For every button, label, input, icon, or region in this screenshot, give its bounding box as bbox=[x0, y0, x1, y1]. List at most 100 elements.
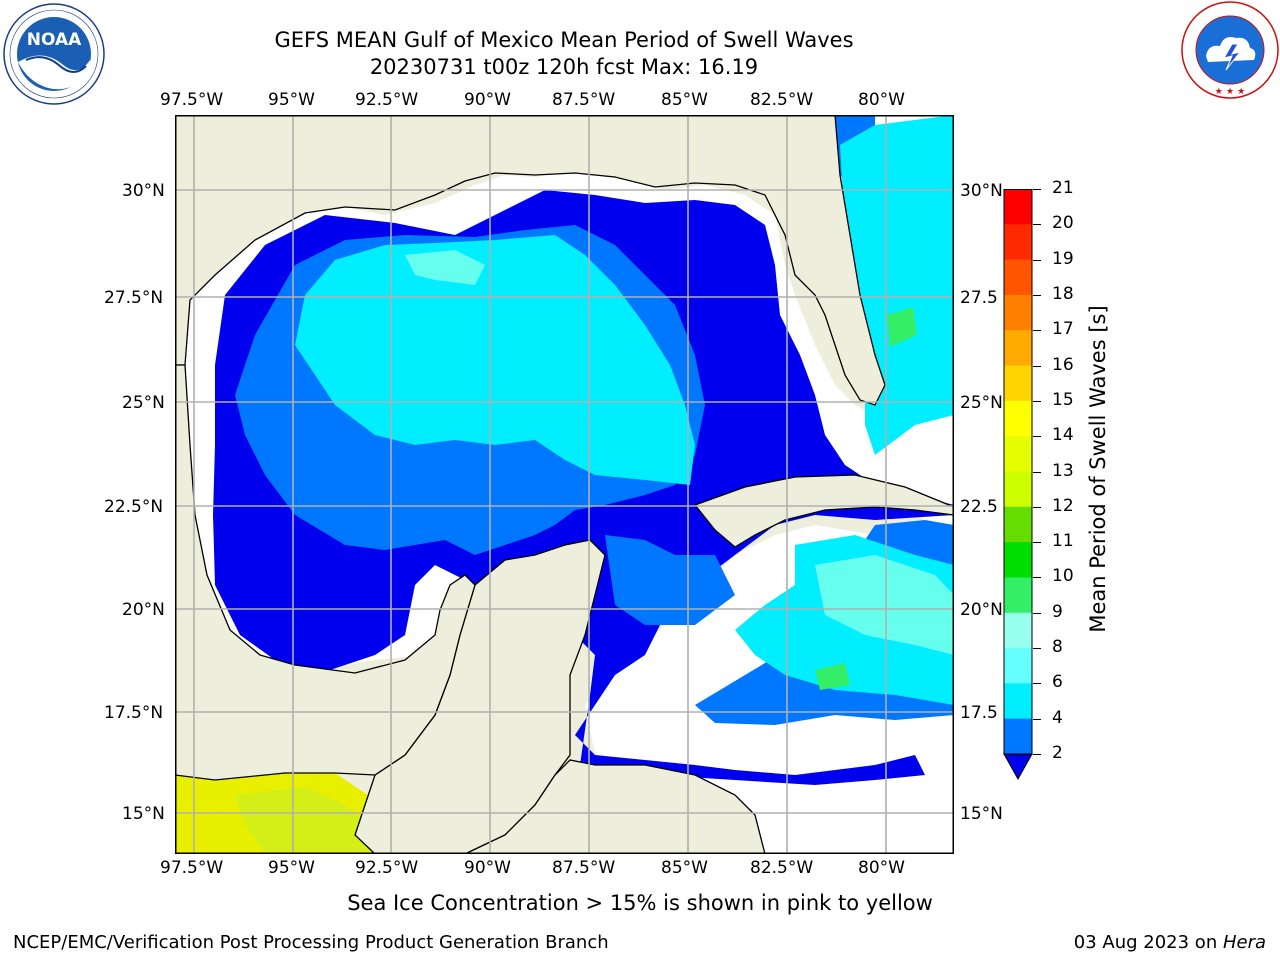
us-coast bbox=[174, 114, 886, 406]
colorbar-tick-mark bbox=[1033, 754, 1041, 755]
colorbar-band bbox=[1004, 577, 1032, 614]
colorbar-tick-label: 15 bbox=[1052, 389, 1074, 410]
colorbar-band bbox=[1004, 400, 1032, 437]
lon-label: 97.5°W bbox=[160, 90, 224, 110]
lat-label: 30°N bbox=[122, 181, 165, 201]
chart-title: GEFS MEAN Gulf of Mexico Mean Period of … bbox=[274, 28, 854, 52]
colorbar-tick-mark bbox=[1033, 294, 1041, 296]
colorbar-tick-mark bbox=[1033, 542, 1041, 544]
lat-label: 27.5 bbox=[960, 288, 998, 308]
map-frame bbox=[175, 115, 954, 854]
colorbar-band bbox=[1004, 259, 1032, 296]
lat-label: 25°N bbox=[960, 393, 1003, 413]
colorbar-tick-mark bbox=[1033, 224, 1041, 226]
sea-ice-note: Sea Ice Concentration > 15% is shown in … bbox=[347, 891, 933, 915]
colorbar-band bbox=[1004, 224, 1032, 261]
lon-label: 82.5°W bbox=[750, 858, 814, 878]
gulf-map bbox=[174, 114, 955, 855]
colorbar-band bbox=[1004, 436, 1032, 472]
lat-label: 25°N bbox=[122, 393, 165, 413]
colorbar-tick-mark bbox=[1033, 330, 1041, 332]
colorbar-tick-mark bbox=[1033, 471, 1041, 473]
colorbar-band bbox=[1004, 189, 1032, 225]
lon-label: 85°W bbox=[661, 90, 708, 110]
colorbar-band bbox=[1004, 330, 1032, 367]
mexico-coast bbox=[174, 364, 476, 781]
lat-label: 30°N bbox=[960, 181, 1003, 201]
lat-label: 15°N bbox=[122, 804, 165, 824]
colorbar-frame bbox=[1003, 189, 1033, 755]
footer-machine: Hera bbox=[1222, 932, 1266, 953]
colorbar-tick-mark bbox=[1033, 718, 1041, 720]
colorbar-tick-label: 11 bbox=[1052, 531, 1074, 552]
colorbar-svg bbox=[1003, 189, 1033, 781]
colorbar-band bbox=[1004, 718, 1032, 755]
colorbar-tick-label: 19 bbox=[1052, 248, 1074, 269]
lon-label: 85°W bbox=[661, 858, 708, 878]
colorbar-tick-label: 6 bbox=[1052, 672, 1063, 693]
lon-label: 95°W bbox=[268, 858, 315, 878]
colorbar-band bbox=[1004, 542, 1032, 578]
noaa-logo: NOAA bbox=[2, 2, 106, 106]
colorbar-band bbox=[1004, 365, 1032, 402]
nws-logo: ★ ★ ★ bbox=[1178, 0, 1280, 100]
footer-date-text: 03 Aug 2023 on bbox=[1073, 932, 1223, 953]
gridlines bbox=[175, 115, 954, 854]
lon-label: 87.5°W bbox=[552, 90, 616, 110]
colorbar-tick-mark bbox=[1033, 189, 1041, 190]
cuba-land bbox=[693, 474, 955, 548]
colorbar-tick-label: 4 bbox=[1052, 707, 1063, 728]
colorbar-tick-mark bbox=[1033, 612, 1041, 614]
lat-label: 17.5°N bbox=[104, 703, 164, 723]
colorbar-band bbox=[1004, 294, 1032, 331]
lon-label: 80°W bbox=[858, 858, 905, 878]
colorbar-tick-mark bbox=[1033, 259, 1041, 261]
lat-label: 20°N bbox=[122, 600, 165, 620]
colorbar-tick-label: 16 bbox=[1052, 354, 1074, 375]
colorbar-tick-label: 13 bbox=[1052, 460, 1074, 481]
lon-label: 97.5°W bbox=[160, 858, 224, 878]
noaa-logo-text: NOAA bbox=[27, 30, 82, 50]
lat-label: 17.5 bbox=[960, 703, 998, 723]
colorbar-tick-mark bbox=[1033, 400, 1041, 402]
colorbar-tick-mark bbox=[1033, 436, 1041, 438]
colorbar-tick-mark bbox=[1033, 365, 1041, 367]
colorbar-band bbox=[1004, 506, 1032, 543]
colorbar bbox=[1003, 189, 1033, 781]
contour-9s-carib bbox=[815, 663, 850, 690]
colorbar-tick-label: 2 bbox=[1052, 743, 1063, 763]
lon-label: 90°W bbox=[464, 90, 511, 110]
lon-label: 87.5°W bbox=[552, 858, 616, 878]
chart-subtitle: 20230731 t00z 120h fcst Max: 16.19 bbox=[369, 55, 759, 79]
lat-label: 15°N bbox=[960, 804, 1003, 824]
colorbar-band bbox=[1004, 683, 1032, 720]
central-america bbox=[464, 759, 766, 855]
map-panel bbox=[174, 114, 955, 855]
colorbar-tick-label: 17 bbox=[1052, 319, 1074, 340]
colorbar-tick-label: 21 bbox=[1052, 178, 1074, 198]
lat-label: 27.5°N bbox=[104, 288, 164, 308]
colorbar-tick-label: 10 bbox=[1052, 566, 1074, 587]
colorbar-band bbox=[1004, 612, 1032, 649]
svg-text:★ ★ ★: ★ ★ ★ bbox=[1215, 87, 1245, 97]
contour-8s bbox=[405, 250, 485, 285]
colorbar-band bbox=[1004, 471, 1032, 508]
footer-branch: NCEP/EMC/Verification Post Processing Pr… bbox=[13, 932, 609, 953]
colorbar-tick-mark bbox=[1033, 506, 1041, 508]
colorbar-tick-mark bbox=[1033, 648, 1041, 650]
contour-4s-carib bbox=[605, 535, 735, 625]
colorbar-tick-label: 18 bbox=[1052, 283, 1074, 304]
lat-label: 22.5°N bbox=[104, 497, 164, 517]
contour-9s-atl bbox=[887, 307, 917, 347]
colorbar-tick-mark bbox=[1033, 577, 1041, 579]
lon-label: 90°W bbox=[464, 858, 511, 878]
colorbar-tick-label: 12 bbox=[1052, 495, 1074, 516]
colorbar-tick-mark bbox=[1033, 683, 1041, 685]
lon-label: 95°W bbox=[268, 90, 315, 110]
lat-label: 20°N bbox=[960, 600, 1003, 620]
sea-ice-region-inner bbox=[235, 787, 390, 854]
colorbar-tick-label: 9 bbox=[1052, 601, 1063, 622]
contour-8s-carib bbox=[815, 555, 954, 655]
colorbar-band bbox=[1004, 648, 1032, 684]
colorbar-tick-label: 14 bbox=[1052, 425, 1074, 446]
